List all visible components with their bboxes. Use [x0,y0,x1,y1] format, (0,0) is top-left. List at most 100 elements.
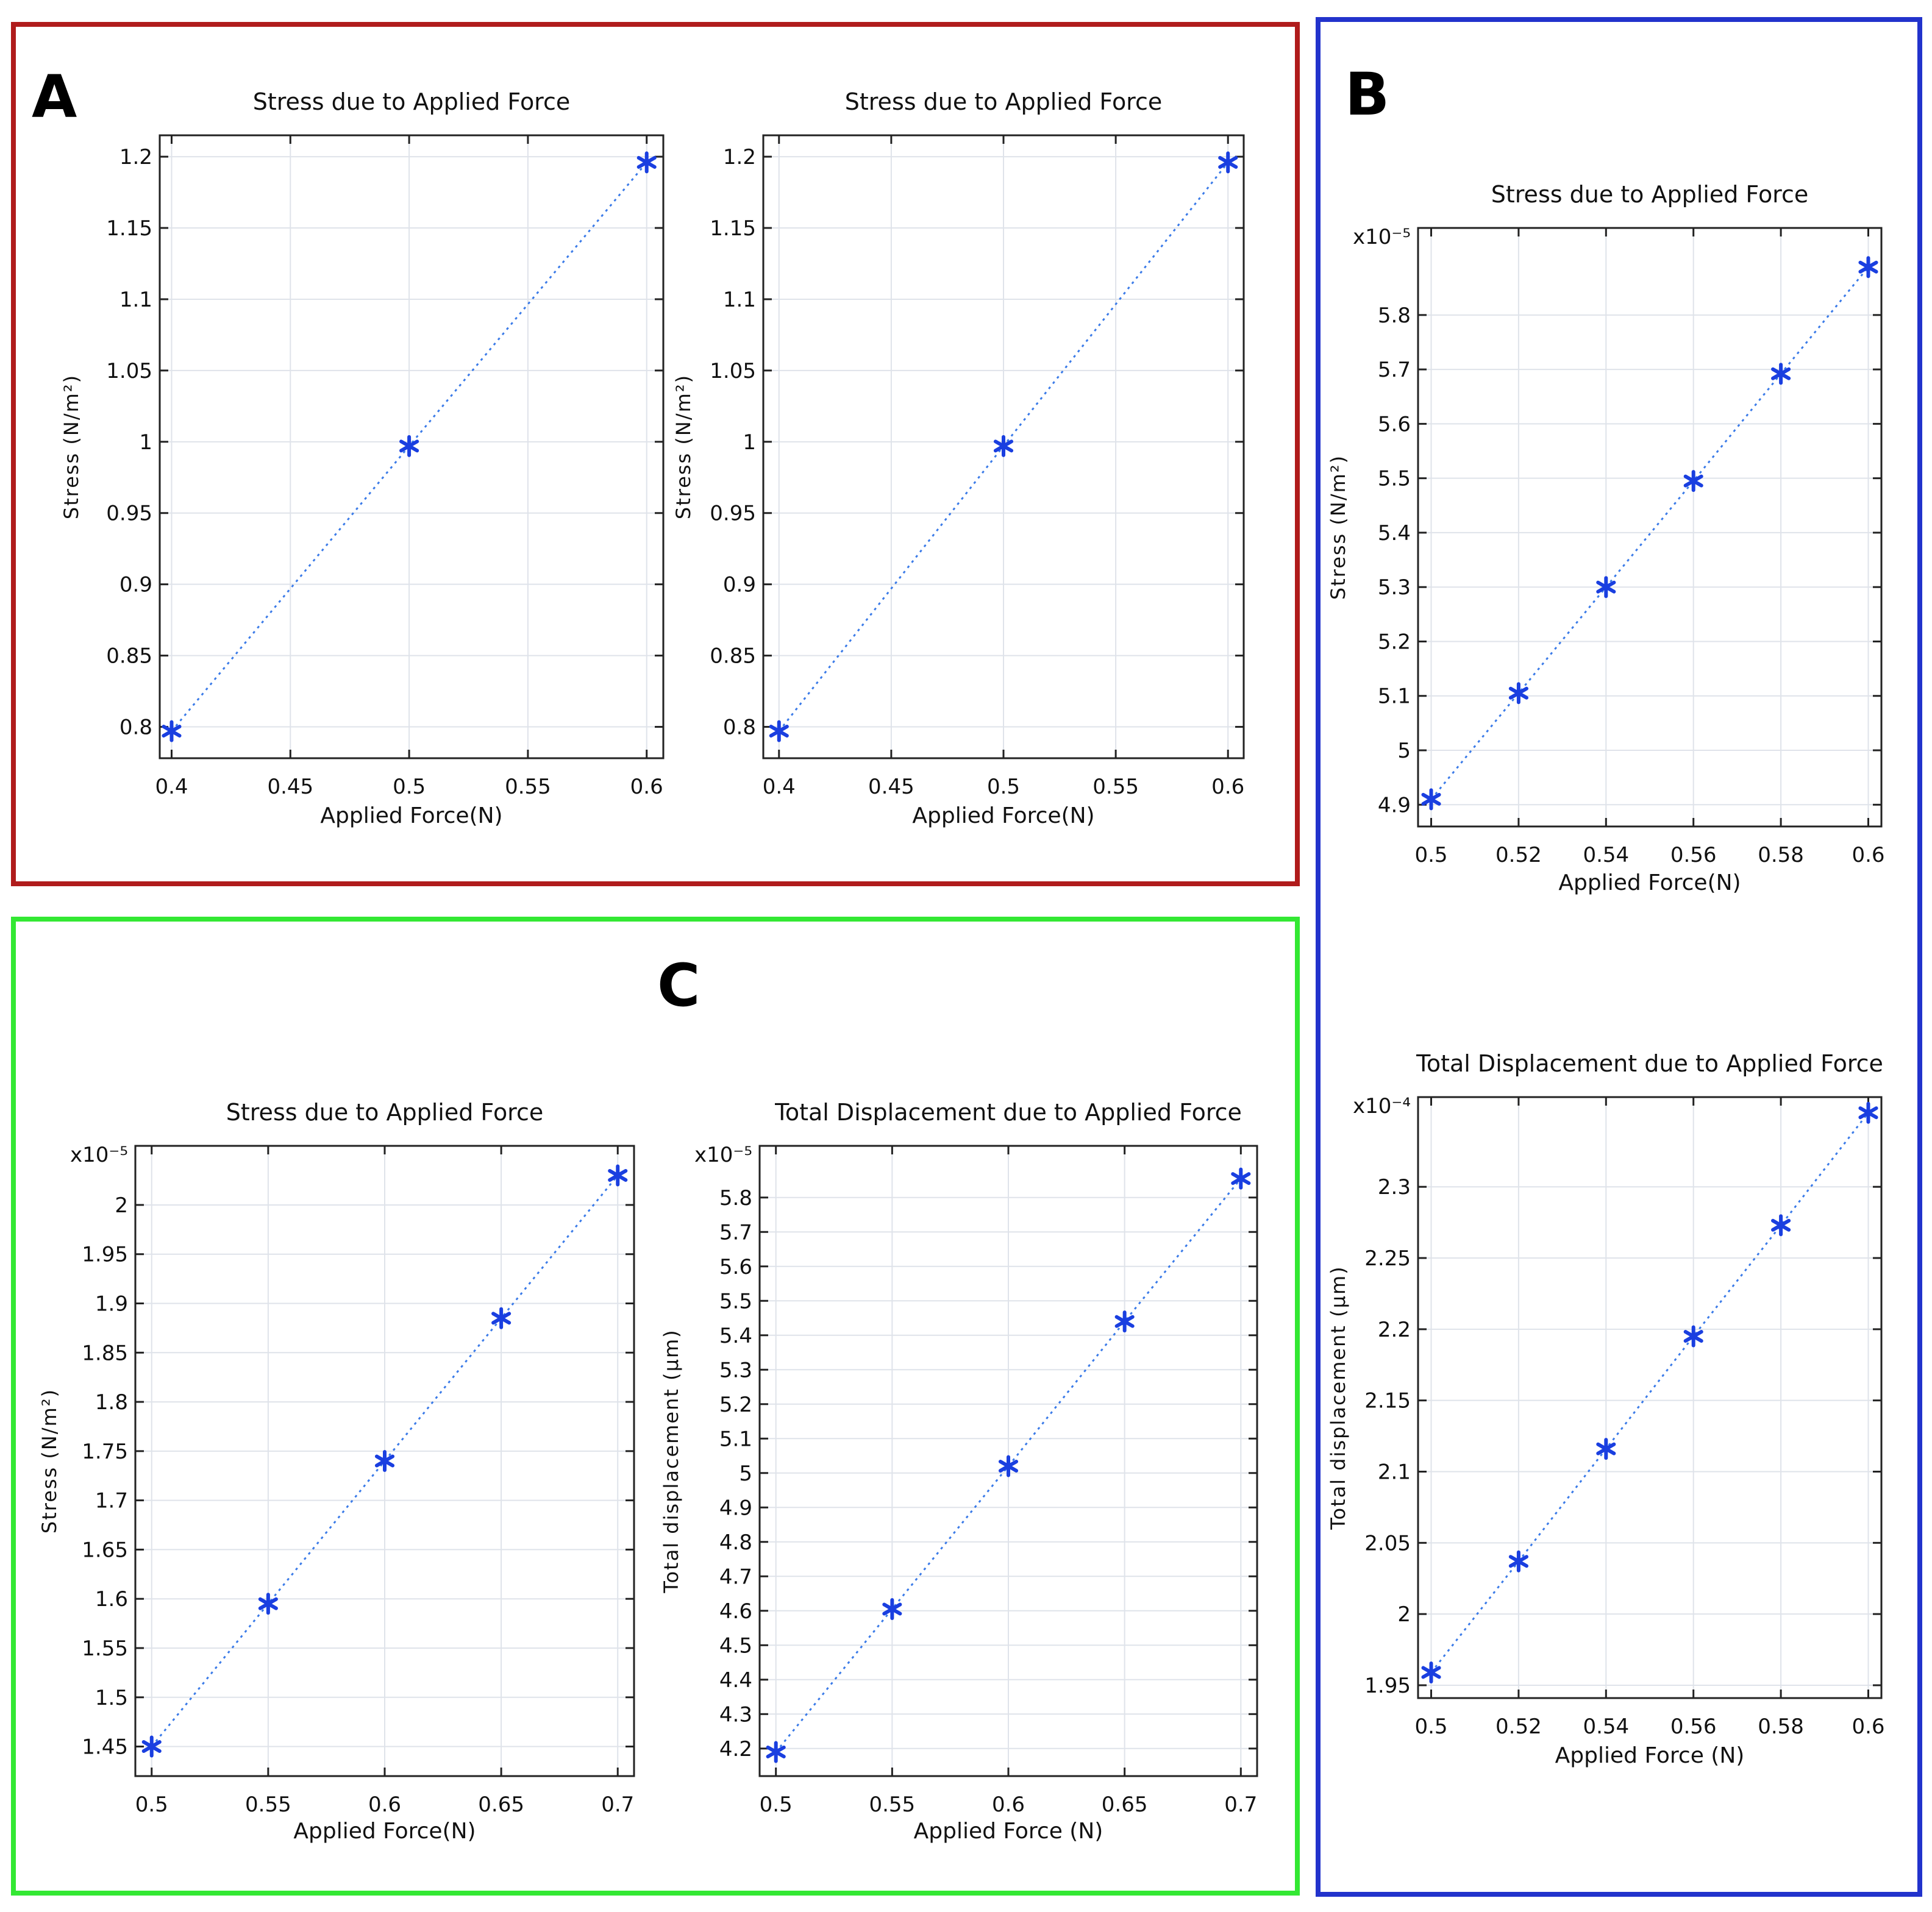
y-tick-label: 1.75 [82,1440,128,1464]
y-tick-label: 1.15 [710,216,756,241]
data-point-marker [882,1597,902,1620]
y-tick-label: 0.8 [119,716,152,740]
chart-title: Total Displacement due to Applied Force [774,1099,1242,1126]
y-tick-label: 1.95 [1364,1674,1411,1698]
marker-stroke [1858,1106,1878,1120]
plot-area [1418,1097,1881,1698]
y-tick-label: 1.1 [723,288,756,312]
chart-title: Stress due to Applied Force [253,88,571,115]
y-tick-label: 2.05 [1364,1531,1411,1555]
data-point-marker [1858,256,1878,279]
y-tick-label: 1.8 [95,1390,128,1415]
chart-title: Stress due to Applied Force [845,88,1163,115]
x-axis-label: Applied Force(N) [912,803,1094,828]
marker-stroke [766,1745,786,1758]
y-exponent-label: x10⁻⁴ [1353,1094,1411,1118]
panel-label-b: B [1345,60,1389,129]
y-tick-label: 1.7 [95,1489,128,1513]
data-point-marker [162,720,182,742]
data-point-marker [1421,1661,1441,1683]
y-tick-label: 5.3 [1378,575,1411,600]
data-point-marker [374,1450,395,1472]
y-tick-label: 1.55 [82,1637,128,1661]
y-tick-label: 2.1 [1378,1460,1411,1484]
y-tick-label: 5.4 [1378,521,1411,546]
chart-a-left: 0.4 0.45 0.5 0.55 0.6 0.8 0.85 0.9 0.95 1 1.05 1.1 1… [60,88,665,828]
y-tick-label: 5.1 [1378,684,1411,709]
data-point-marker [998,1455,1019,1477]
data-point-marker [1683,470,1703,492]
x-tick-label: 0.54 [1583,1715,1629,1739]
data-point-marker [993,435,1014,457]
marker-stroke [608,1168,628,1182]
chart-title: Stress due to Applied Force [226,1099,544,1126]
marker-stroke [1771,367,1791,380]
x-tick-label: 0.56 [1670,843,1717,867]
chart-b-bottom: 0.5 0.52 0.54 0.56 0.58 0.6 1.95 2 2.05 2.1 2.15 2.… [1327,1050,1885,1768]
marker-stroke [141,1740,162,1754]
y-tick-label: 1.05 [106,359,152,383]
y-tick-label: 4.9 [1378,793,1411,817]
marker-stroke [1421,1666,1441,1679]
x-tick-label: 0.6 [630,775,663,799]
data-point-marker [1114,1310,1135,1333]
y-tick-label: 5.7 [719,1220,752,1245]
x-tick-label: 0.6 [1852,843,1884,867]
marker-stroke [374,1454,395,1468]
y-axis-label: Total displacement (μm) [1327,1265,1350,1530]
marker-stroke [491,1312,512,1325]
y-tick-label: 4.7 [719,1565,752,1589]
y-tick-label: 2 [115,1193,128,1218]
y-tick-label: 2 [1397,1602,1411,1627]
y-tick-label: 2.15 [1364,1389,1411,1413]
x-axis-label: Applied Force (N) [914,1819,1103,1844]
y-tick-label: 1 [139,430,152,455]
plot-area [1418,228,1881,826]
plot-frame [758,1145,1258,1777]
marker-stroke [1508,686,1528,700]
x-tick-label: 0.45 [868,775,914,799]
y-tick-label: 5.2 [719,1393,752,1417]
y-tick-label: 4.5 [719,1633,752,1658]
chart-b-top: 0.5 0.52 0.54 0.56 0.58 0.6 4.9 5 5.1 5.2 5.3 5.4 5.… [1327,181,1885,895]
y-tick-label: 5 [739,1462,752,1486]
series-line [1430,1112,1869,1673]
x-tick-label: 0.56 [1670,1715,1717,1739]
data-point-marker [1596,576,1616,599]
plot-frame [762,134,1245,759]
plot-frame [159,134,665,759]
marker-stroke [1771,1218,1791,1232]
y-tick-label: 5 [1397,739,1411,763]
marker-stroke [258,1597,278,1610]
x-tick-label: 0.6 [1852,1715,1884,1739]
y-tick-label: 5.8 [1378,304,1411,328]
y-tick-label: 1 [743,430,756,455]
chart-title: Stress due to Applied Force [1491,181,1809,208]
data-point-marker [636,151,657,174]
data-point-marker [491,1307,512,1329]
marker-stroke [399,439,419,453]
x-tick-label: 0.55 [1093,775,1139,799]
y-tick-label: 4.8 [719,1530,752,1555]
plot-frame [134,1145,635,1777]
marker-stroke [1596,580,1616,594]
y-tick-label: 1.05 [710,359,756,383]
y-tick-label: 1.95 [82,1243,128,1267]
y-tick-label: 5.2 [1378,630,1411,654]
x-tick-label: 0.65 [1102,1793,1148,1817]
y-tick-label: 0.95 [710,502,756,526]
marker-stroke [769,725,789,738]
x-tick-label: 0.5 [393,775,426,799]
x-tick-label: 0.65 [478,1793,524,1817]
data-point-marker [608,1164,628,1187]
data-point-marker [769,720,789,742]
marker-stroke [1596,1442,1616,1455]
x-tick-label: 0.5 [1414,843,1447,867]
data-point-marker [258,1593,278,1615]
x-tick-label: 0.7 [1224,1793,1257,1817]
y-tick-label: 1.2 [723,145,756,169]
y-tick-label: 0.85 [106,644,152,669]
y-tick-label: 5.3 [719,1358,752,1382]
y-tick-label: 1.2 [119,145,152,169]
